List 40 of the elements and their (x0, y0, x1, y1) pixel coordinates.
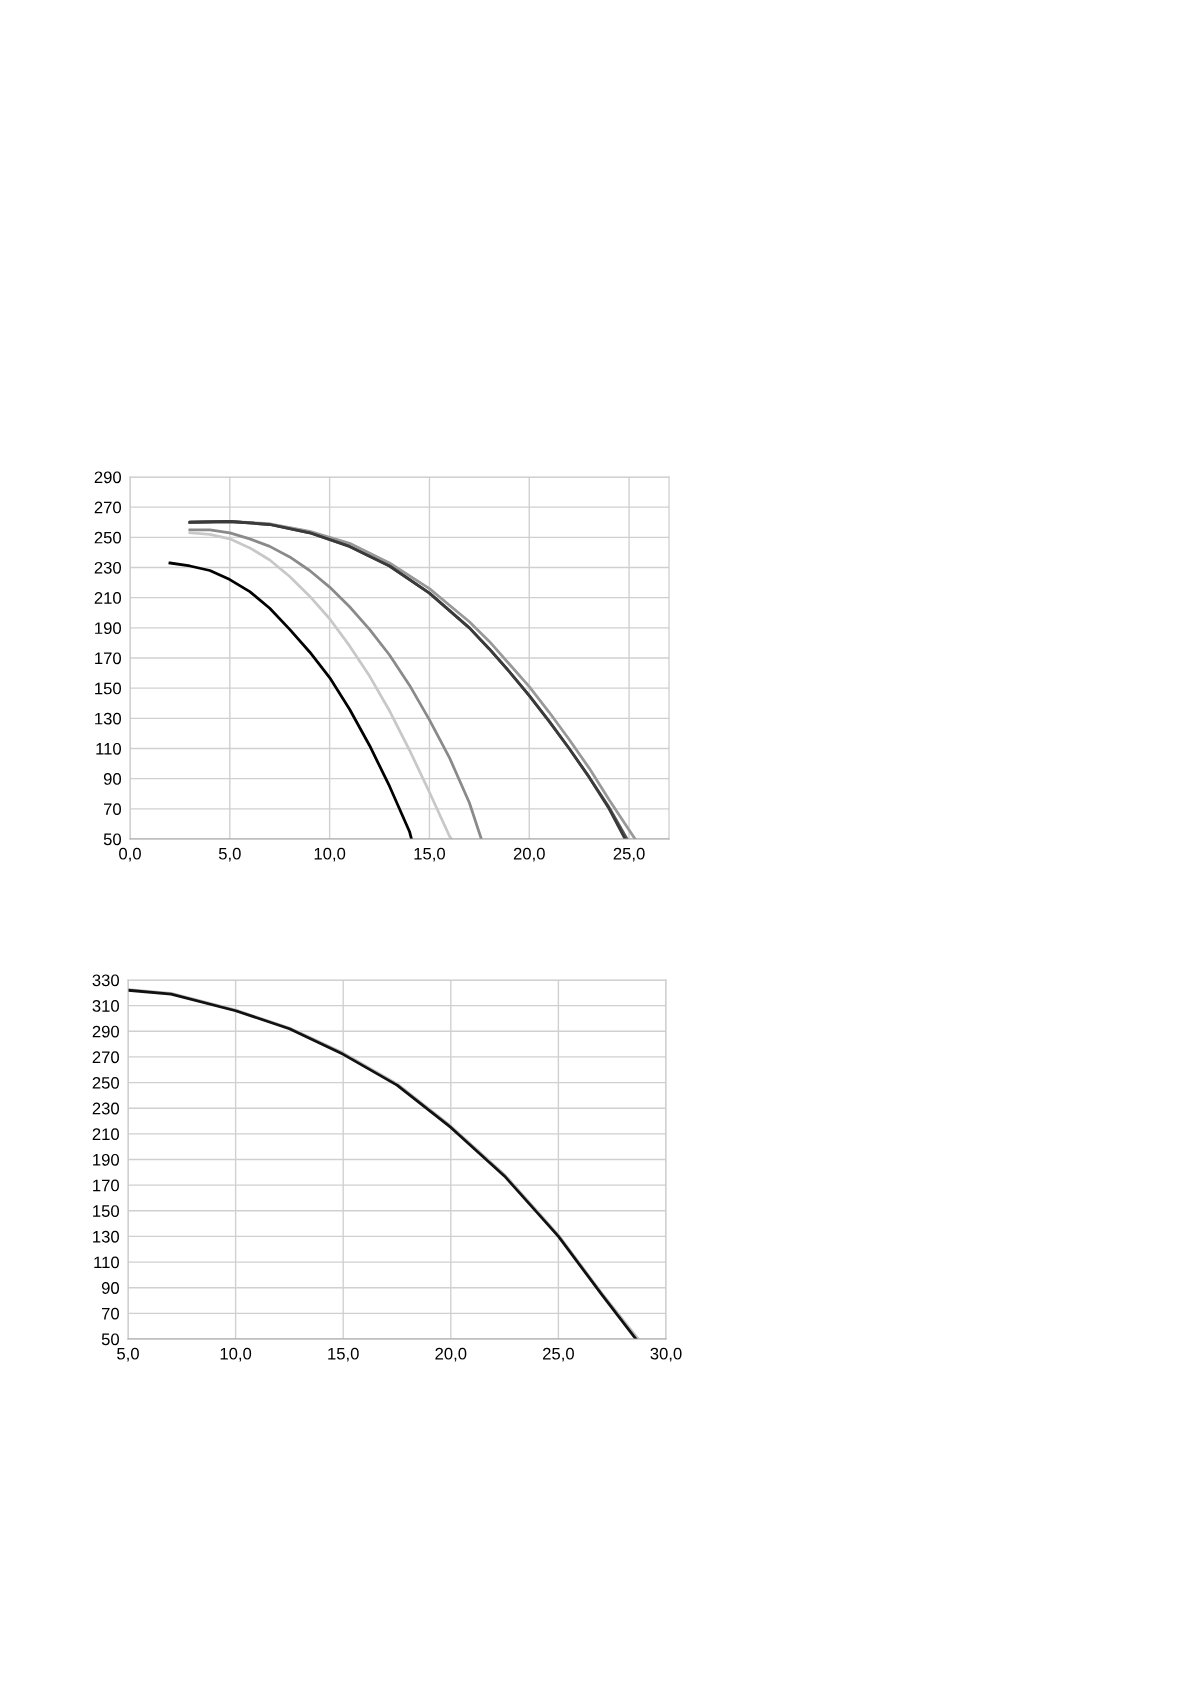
y-tick-label: 110 (94, 1256, 120, 1269)
x-tick-label: 20,0 (513, 847, 545, 862)
y-tick-label: 290 (92, 1025, 120, 1038)
x-tick-label: 25,0 (613, 847, 645, 862)
y-tick-label: 70 (101, 1307, 120, 1320)
x-tick-label: 30,0 (650, 1347, 682, 1362)
y-tick-label: 190 (95, 622, 122, 635)
y-tick-label: 210 (94, 592, 122, 604)
y-tick-label: 330 (92, 974, 120, 987)
x-tick-label: 15,0 (328, 1347, 359, 1362)
y-tick-label: 90 (103, 773, 122, 785)
y-tick-label: 270 (92, 1051, 120, 1064)
y-tick-label: 170 (93, 1179, 120, 1192)
y-tick-label: 70 (103, 803, 122, 816)
y-tick-label: 150 (93, 1205, 120, 1217)
y-tick-label: 230 (92, 1102, 120, 1115)
y-tick-label: 230 (94, 561, 122, 574)
y-tick-label: 190 (93, 1153, 120, 1166)
y-tick-label: 90 (101, 1282, 120, 1294)
x-tick-label: 0,0 (119, 847, 141, 862)
y-tick-label: 50 (101, 1333, 120, 1346)
y-tick-label: 250 (92, 1076, 120, 1089)
x-tick-label: 25,0 (543, 1347, 574, 1362)
y-tick-label: 270 (94, 501, 122, 514)
y-tick-label: 110 (96, 742, 122, 755)
y-tick-label: 150 (95, 682, 122, 695)
y-tick-label: 250 (94, 531, 122, 544)
y-tick-label: 210 (92, 1128, 120, 1141)
x-tick-label: 15,0 (414, 847, 446, 862)
x-tick-label: 10,0 (314, 847, 346, 862)
x-tick-label: 20,0 (435, 1347, 467, 1362)
x-tick-label: 10,0 (220, 1347, 252, 1362)
x-tick-label: 5,0 (117, 1347, 139, 1362)
y-tick-label: 50 (103, 833, 122, 846)
y-tick-label: 130 (93, 1230, 120, 1243)
y-tick-label: 170 (95, 652, 122, 665)
y-tick-label: 290 (94, 471, 122, 484)
y-tick-label: 310 (92, 1000, 120, 1012)
y-tick-label: 130 (95, 712, 122, 725)
x-tick-label: 5,0 (218, 847, 241, 862)
